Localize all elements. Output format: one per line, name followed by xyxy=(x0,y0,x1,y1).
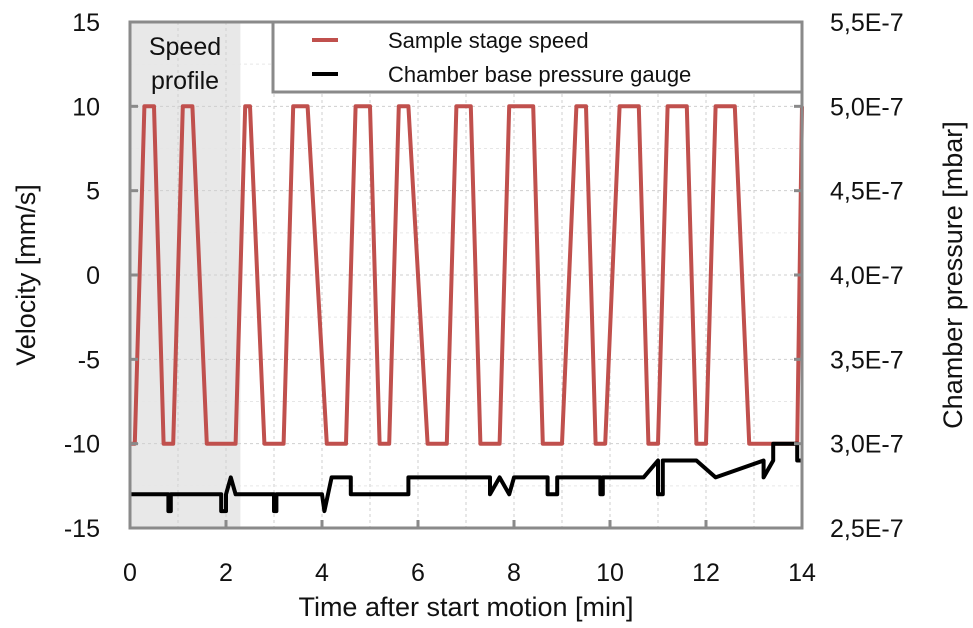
x-tick-label: 8 xyxy=(507,559,521,587)
annotation-line-2: profile xyxy=(151,67,219,95)
y2-tick-label: 5,0E-7 xyxy=(830,93,904,121)
y2-tick-label: 4,5E-7 xyxy=(830,178,904,206)
y2-axis-label: Chamber pressure [mbar] xyxy=(938,121,968,429)
y-tick-label: -10 xyxy=(64,431,100,459)
y2-tick-label: 4,0E-7 xyxy=(830,262,904,290)
legend-label-chamber-pressure: Chamber base pressure gauge xyxy=(388,62,691,87)
annotation-line-1: Speed xyxy=(149,33,221,61)
y2-tick-label: 3,5E-7 xyxy=(830,346,904,374)
x-tick-label: 6 xyxy=(411,559,425,587)
x-axis-label: Time after start motion [min] xyxy=(298,592,633,622)
y-tick-label: 15 xyxy=(72,9,100,37)
y-axis-label: Velocity [mm/s] xyxy=(11,184,41,366)
x-tick-label: 10 xyxy=(596,559,624,587)
y2-tick-label: 3,0E-7 xyxy=(830,431,904,459)
y-tick-label: -5 xyxy=(78,346,100,374)
legend: Sample stage speed Chamber base pressure… xyxy=(273,22,802,92)
x-tick-label: 0 xyxy=(123,559,137,587)
y-tick-label: 0 xyxy=(86,262,100,290)
x-tick-label: 14 xyxy=(788,559,816,587)
y2-tick-label: 2,5E-7 xyxy=(830,515,904,543)
y-tick-label: -15 xyxy=(64,515,100,543)
x-tick-label: 2 xyxy=(219,559,233,587)
x-tick-label: 12 xyxy=(692,559,720,587)
y2-tick-label: 5,5E-7 xyxy=(830,9,904,37)
y-tick-label: 10 xyxy=(72,93,100,121)
x-tick-label: 4 xyxy=(315,559,329,587)
y-tick-label: 5 xyxy=(86,178,100,206)
legend-label-sample-stage-speed: Sample stage speed xyxy=(388,28,589,53)
